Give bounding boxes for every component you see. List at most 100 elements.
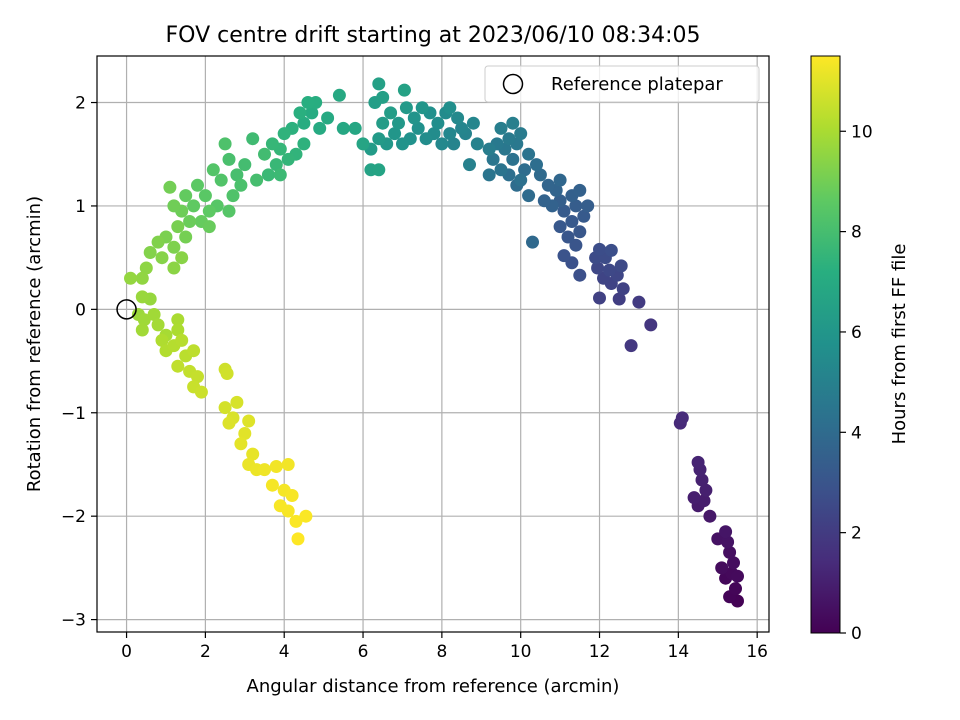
data-point [191,178,204,192]
data-point [238,427,252,440]
data-point [691,455,705,469]
data-point [482,142,496,156]
gridlines [97,56,769,632]
data-point [494,163,508,177]
data-point [155,333,169,347]
data-point [332,88,346,102]
data-point [604,243,618,257]
colorbar-tick-label: 8 [851,223,862,243]
data-point [234,437,248,451]
data-point [155,251,169,265]
data-point [470,137,484,151]
data-point [541,178,555,192]
colorbar-tick-label: 2 [851,524,862,544]
data-point [206,163,220,177]
data-point [573,225,587,239]
data-point [285,489,299,502]
reference-platepar-point [116,299,137,320]
data-point [289,514,303,528]
data-point [305,106,319,120]
plot-frame [96,55,770,633]
data-point [273,168,287,182]
colorbar-label: Hours from first FF file [889,244,910,445]
data-point [297,116,311,130]
data-point [151,235,165,249]
data-point [194,385,208,399]
data-point [179,230,193,244]
data-point [269,158,283,172]
data-point [624,339,638,353]
data-point [721,535,735,549]
data-point [175,333,189,347]
data-point [482,168,496,182]
colorbar-tick-label: 6 [851,323,862,343]
data-point [258,147,271,161]
data-point [198,189,212,203]
data-point [313,121,327,135]
data-point [135,271,149,285]
data-point [246,132,260,146]
data-point [220,367,234,380]
x-tick-label: 0 [121,642,132,662]
data-point [396,137,409,151]
data-point [226,189,240,203]
data-point [137,313,151,327]
data-point [518,163,532,177]
data-point [506,116,520,130]
legend: Reference platepar [484,65,760,103]
data-point [348,121,362,135]
data-point [246,447,260,461]
data-point [632,295,646,309]
colorbar-gradient [810,55,841,634]
data-point [723,545,737,559]
data-point [591,261,605,275]
data-point [443,127,457,141]
data-point [593,242,606,256]
x-axis: 0 2 4 6 8 10 12 14 16 [121,632,768,662]
data-point [565,215,579,228]
data-point [569,238,583,252]
data-point [167,240,181,254]
data-point [697,494,711,508]
data-point [602,263,616,277]
data-point [455,121,469,135]
data-point [372,77,386,91]
colorbar-tick-label: 10 [851,122,873,142]
data-point [699,483,713,497]
data-point [431,116,445,130]
data-point [675,411,689,425]
data-point [191,370,204,384]
data-point [577,209,591,223]
data-point [533,168,547,182]
data-point [407,111,421,125]
data-point [644,318,658,332]
data-point [614,259,628,273]
data-point [135,323,149,337]
x-tick-label: 6 [358,642,369,662]
data-point [356,137,370,151]
data-point [301,96,315,109]
y-tick-label: −1 [61,404,86,424]
data-point [167,199,181,213]
colorbar: 0 2 4 6 8 10 Hours from first FF file [810,55,910,644]
data-point [238,158,252,172]
data-point [139,261,153,275]
y-tick-label: 1 [75,197,86,217]
data-point [291,532,305,546]
data-point [727,556,740,570]
colorbar-tick-label: 0 [851,624,862,644]
data-point [242,414,256,428]
data-point [214,173,228,187]
data-point [299,509,313,523]
data-point [593,291,606,305]
chart-title: FOV centre drift starting at 2023/06/10 … [166,23,701,48]
data-point [222,416,236,430]
data-point [124,271,137,285]
data-point [715,561,729,575]
data-point [151,318,165,332]
data-point [494,121,508,135]
data-point [514,127,528,141]
y-axis: −3 −2 −1 0 1 2 [61,94,97,631]
data-point [167,261,181,275]
